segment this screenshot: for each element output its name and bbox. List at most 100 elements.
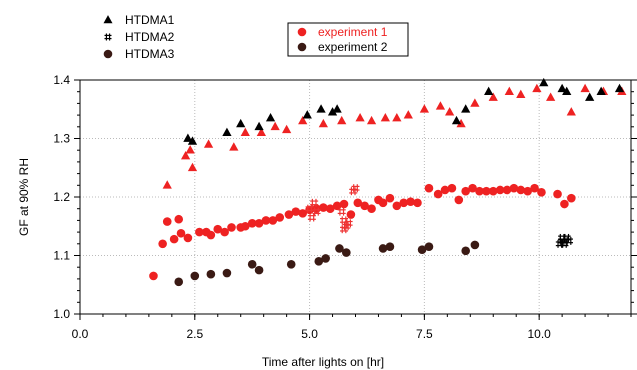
- legend-label-htdma2: HTDMA2: [125, 30, 175, 44]
- circles-red-point: [298, 209, 307, 218]
- triangles-red-point: [270, 121, 280, 131]
- triangles-red-point: [435, 101, 446, 110]
- circles-red-point: [399, 198, 409, 208]
- htdma2-late-point: [565, 236, 574, 245]
- htdma1-point: [596, 86, 606, 96]
- htdma3-point: [321, 254, 330, 263]
- htdma1-point: [327, 107, 338, 116]
- legend-marker-htdma3: [103, 49, 113, 59]
- circles-red-point: [530, 183, 539, 193]
- x-tick-label: 5.0: [301, 327, 318, 341]
- triangles-red-point: [456, 118, 466, 128]
- htdma1-point: [236, 118, 246, 128]
- triangles-red-point: [366, 115, 377, 125]
- circles-red-point: [176, 228, 186, 238]
- triangles-red-point: [392, 113, 402, 122]
- circles-red-point: [183, 233, 193, 243]
- triangles-red-point: [532, 83, 542, 93]
- circles-red-point: [339, 199, 349, 209]
- legend-marker-htdma1: [103, 15, 113, 24]
- triangles-red-point: [470, 98, 480, 107]
- legend-marker-experiment-1: [297, 27, 307, 37]
- circles-red-point: [149, 271, 158, 281]
- axis-ticks: 0.0 2.5 5.0 7.5 10.0 1.0 1.1 1.2 1.3 1.4: [53, 73, 637, 341]
- triangles-red-point: [516, 89, 526, 98]
- circles-red-point: [495, 185, 505, 195]
- legend-marker-htdma2: [104, 33, 112, 41]
- legend-label-experiment-1: experiment 1: [318, 25, 388, 39]
- circles-red-point: [567, 193, 576, 203]
- htdma1-point: [461, 104, 471, 113]
- triangles-red-point: [445, 107, 455, 116]
- circles-red-point: [488, 186, 498, 196]
- circles-red-point: [332, 201, 342, 211]
- triangles-red-point: [580, 83, 590, 93]
- x-tick-label: 10.0: [527, 327, 551, 341]
- htdma2-point: [305, 204, 314, 213]
- htdma1-point: [585, 92, 595, 101]
- triangles-red-point: [162, 180, 172, 189]
- htdma2-point: [312, 207, 321, 216]
- grid: [80, 80, 631, 314]
- legend-label-htdma1: HTDMA1: [125, 13, 175, 27]
- htdma2-point: [307, 213, 316, 222]
- triangles-red-point: [566, 107, 576, 116]
- circles-red-point: [275, 213, 285, 222]
- htdma2-late-point: [558, 233, 567, 242]
- htdma1-point: [183, 133, 193, 142]
- legend-box: [287, 22, 409, 57]
- htdma2-late-point: [560, 239, 569, 248]
- circles-red-point: [424, 183, 434, 193]
- circles-red-point: [461, 186, 471, 196]
- htdma2-point: [340, 225, 349, 234]
- htdma2-point: [344, 219, 353, 228]
- triangles-red-point: [488, 92, 498, 101]
- triangles-red-point: [180, 151, 191, 160]
- circles-red-point: [392, 201, 402, 211]
- circles-red-point: [447, 183, 457, 193]
- htdma1-point: [451, 115, 462, 125]
- circles-red-point: [241, 221, 250, 231]
- htdma3-point: [335, 244, 344, 253]
- htdma3-point: [206, 269, 216, 279]
- htdma1-point: [539, 77, 549, 87]
- circles-red-point: [482, 186, 491, 196]
- htdma1-point: [614, 83, 625, 93]
- y-axis-label: GF at 90% RH: [17, 158, 31, 236]
- circles-red-point: [553, 189, 562, 199]
- legends: HTDMA1 HTDMA2 HTDMA3 experiment 1experiment…: [103, 13, 409, 61]
- legend-label-experiment-2: experiment 2: [318, 40, 388, 54]
- triangles-red-point: [298, 115, 308, 125]
- htdma3-point: [342, 248, 351, 257]
- htdma1-point: [222, 127, 232, 136]
- triangles-red-point: [203, 139, 214, 148]
- circles-red-point: [346, 210, 356, 219]
- htdma2-point: [337, 207, 346, 216]
- htdma1-point: [562, 86, 572, 96]
- circles-red-point: [433, 189, 443, 199]
- circles-red-point: [454, 195, 464, 205]
- circles-red-point: [502, 185, 512, 195]
- htdma1-point: [332, 104, 342, 113]
- htdma2-point: [351, 184, 360, 193]
- circles-red-point: [268, 216, 278, 225]
- triangles-red-point: [380, 113, 390, 122]
- circles-red-point: [385, 193, 395, 203]
- y-tick-label: 1.2: [53, 190, 70, 204]
- triangles-red-point: [318, 118, 328, 128]
- circles-red-point: [247, 219, 257, 228]
- htdma1-point: [254, 121, 264, 131]
- htdma3-point: [222, 268, 232, 278]
- circles-red-point: [220, 227, 229, 237]
- triangles-red-point: [504, 86, 514, 96]
- htdma3-point: [470, 240, 480, 250]
- circles-red-point: [537, 188, 546, 197]
- circles-red-point: [227, 223, 236, 232]
- x-tick-label: 0.0: [72, 327, 89, 341]
- x-tick-label: 7.5: [416, 327, 433, 341]
- circles-red-point: [360, 201, 369, 211]
- htdma1-point: [316, 104, 326, 113]
- circles-red-point: [261, 216, 271, 225]
